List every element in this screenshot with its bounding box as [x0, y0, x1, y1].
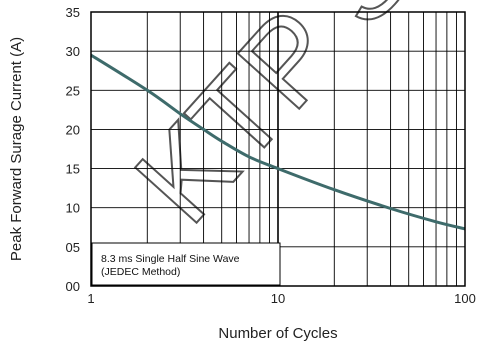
y-tick-label: 30 [66, 44, 80, 59]
x-tick-label: 1 [87, 291, 94, 306]
tick-labels: 1 10 100 00 05 10 15 20 25 30 35 [66, 5, 476, 306]
y-tick-label: 25 [66, 83, 80, 98]
annotation-box [91, 242, 281, 286]
series-line [90, 53, 466, 231]
y-tick-label: 10 [66, 201, 80, 216]
y-tick-label: 15 [66, 162, 80, 177]
y-tick-label: 00 [66, 279, 80, 294]
x-tick-label: 100 [454, 291, 476, 306]
x-axis-title: Number of Cycles [218, 325, 337, 342]
y-tick-label: 20 [66, 122, 80, 137]
plot-frame [90, 11, 466, 287]
y-tick-label: 05 [66, 240, 80, 255]
annotation-line-2: (JEDEC Method) [101, 266, 180, 278]
y-axis-title: Peak Forward Surage Current (A) [8, 37, 25, 261]
annotation-line-1: 8.3 ms Single Half Sine Wave [101, 253, 240, 265]
grid [91, 12, 465, 286]
x-tick-label: 10 [271, 291, 285, 306]
y-tick-label: 35 [66, 5, 80, 20]
